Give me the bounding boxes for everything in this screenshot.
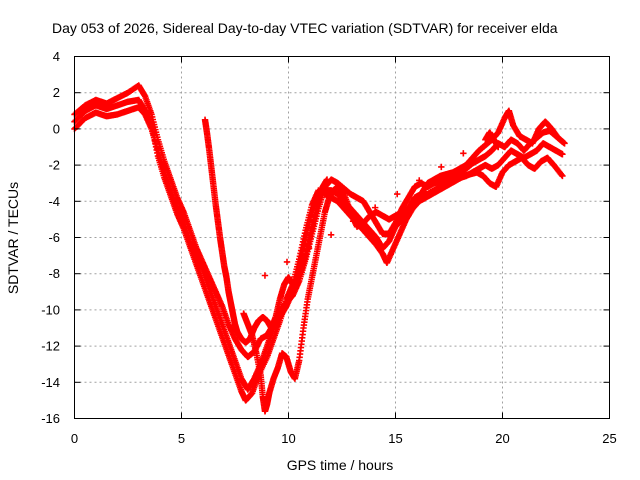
y-tick-labels: 4 2 0 -2 -4 -6 -8 -10 -12 -14 -16	[41, 49, 60, 426]
x-tick-label: 15	[388, 431, 402, 446]
y-tick-label: 2	[53, 85, 60, 100]
series-3	[71, 96, 566, 404]
x-tick-label: 20	[495, 431, 509, 446]
data-point	[305, 245, 313, 252]
y-tick-label: -14	[41, 375, 60, 390]
x-tick-label: 10	[281, 431, 295, 446]
data-point	[561, 140, 568, 147]
y-tick-label: -6	[48, 230, 60, 245]
data-point	[394, 190, 401, 198]
data-point	[283, 258, 291, 266]
series-6	[261, 129, 502, 279]
data-point	[438, 163, 445, 171]
series-4	[201, 116, 331, 346]
data-point	[495, 143, 502, 151]
y-tick-label: -2	[48, 158, 60, 173]
data-point	[558, 171, 565, 179]
y-tick-label: -16	[41, 411, 60, 426]
y-tick-label: 0	[53, 121, 60, 136]
axis-ticks	[74, 56, 610, 419]
data-points	[71, 82, 568, 415]
y-tick-label: -4	[48, 194, 60, 209]
series-1	[71, 82, 566, 361]
grid	[74, 56, 610, 419]
y-tick-label: -8	[48, 266, 60, 281]
x-tick-label: 0	[71, 431, 78, 446]
y-tick-label: 4	[53, 49, 60, 64]
data-point	[349, 218, 357, 225]
y-axis-label: SDTVAR / TECUs	[5, 182, 21, 294]
data-point	[416, 177, 423, 184]
data-point	[559, 172, 566, 180]
data-point	[323, 176, 331, 183]
data-point	[261, 272, 269, 279]
data-point	[460, 150, 467, 157]
y-tick-label: -12	[41, 339, 60, 354]
x-tick-label: 25	[602, 431, 616, 446]
chart-title: Day 053 of 2026, Sidereal Day-to-day VTE…	[52, 20, 558, 36]
x-axis-label: GPS time / hours	[287, 457, 394, 473]
data-point	[559, 151, 566, 158]
data-point	[327, 231, 335, 238]
x-tick-labels: 0 5 10 15 20 25	[71, 431, 617, 446]
data-point	[371, 204, 379, 211]
y-tick-label: -10	[41, 302, 60, 317]
x-tick-label: 5	[178, 431, 185, 446]
